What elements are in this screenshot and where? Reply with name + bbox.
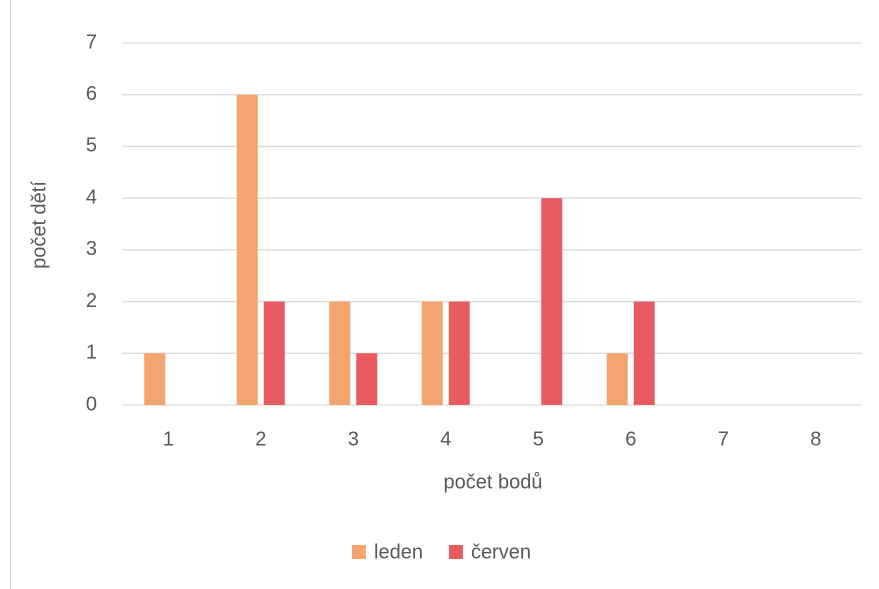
y-tick-label: 7 bbox=[86, 31, 97, 53]
y-tick-label: 3 bbox=[86, 238, 97, 260]
bar bbox=[448, 301, 470, 405]
bar bbox=[606, 353, 628, 405]
y-tick-label: 4 bbox=[86, 186, 97, 208]
x-tick-label: 5 bbox=[533, 428, 544, 450]
x-tick-label: 8 bbox=[810, 428, 821, 450]
bar bbox=[144, 353, 166, 405]
y-tick-label: 2 bbox=[86, 290, 97, 312]
bar bbox=[421, 301, 443, 405]
y-tick-label: 1 bbox=[86, 342, 97, 364]
y-axis-label: počet dětí bbox=[28, 181, 50, 269]
x-tick-label: 7 bbox=[718, 428, 729, 450]
y-tick-label: 0 bbox=[86, 393, 97, 415]
x-tick-label: 6 bbox=[625, 428, 636, 450]
y-tick-label: 6 bbox=[86, 83, 97, 105]
x-tick-label: 4 bbox=[440, 428, 451, 450]
bar bbox=[329, 301, 351, 405]
bar bbox=[541, 198, 563, 405]
x-axis-label: počet bodů bbox=[444, 471, 543, 493]
legend-swatch bbox=[352, 545, 366, 559]
x-tick-label: 1 bbox=[163, 428, 174, 450]
x-tick-label: 3 bbox=[348, 428, 359, 450]
legend-label: leden bbox=[374, 541, 423, 563]
bar bbox=[263, 301, 285, 405]
legend-label: červen bbox=[471, 541, 531, 563]
bar bbox=[356, 353, 378, 405]
y-tick-label: 5 bbox=[86, 135, 97, 157]
bar bbox=[236, 94, 258, 405]
x-tick-label: 2 bbox=[255, 428, 266, 450]
bar bbox=[633, 301, 655, 405]
chart-border bbox=[10, 0, 11, 589]
legend-swatch bbox=[448, 545, 463, 559]
